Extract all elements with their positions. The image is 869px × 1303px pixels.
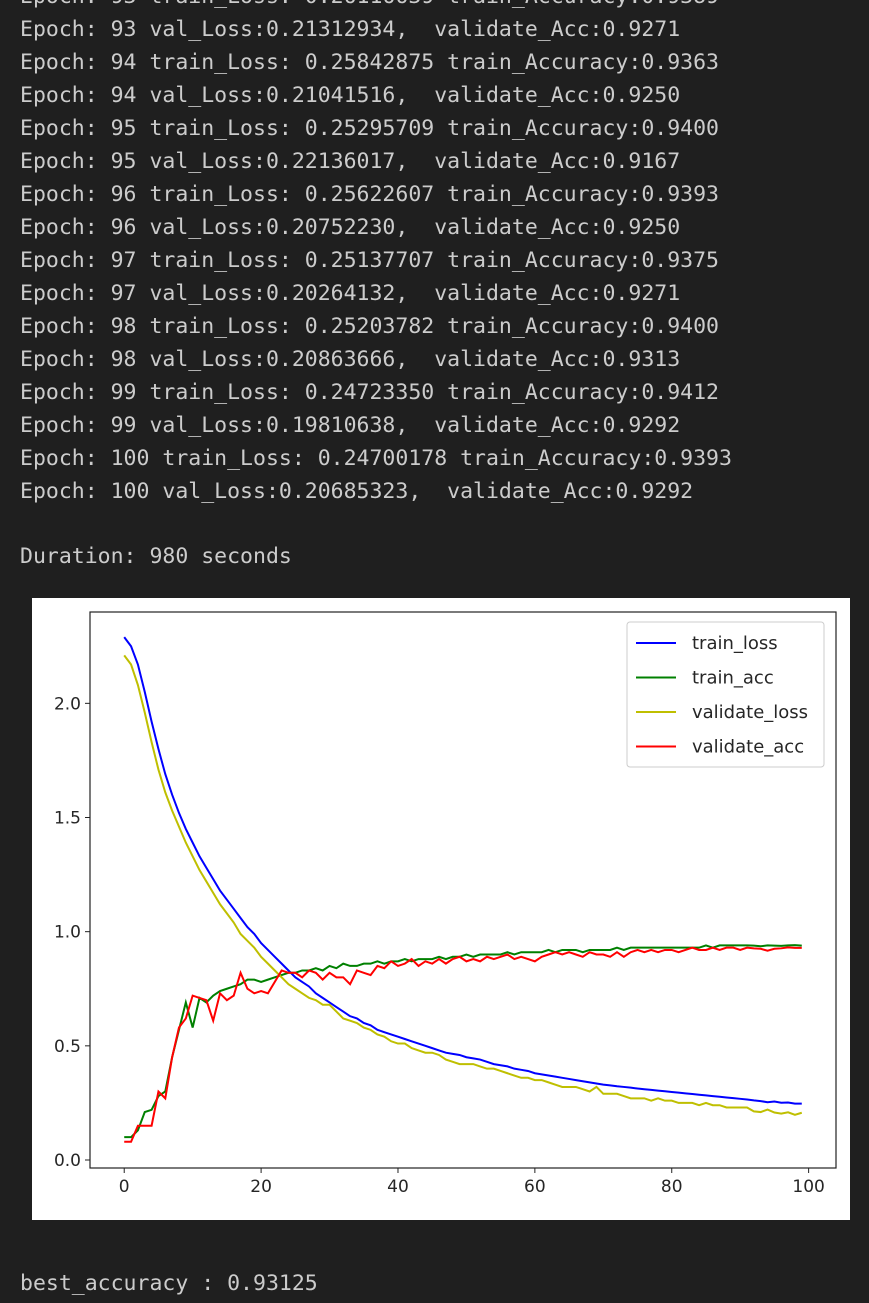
log-line: Epoch: 93 train_Loss: 0.26116639 train_A… [20, 0, 732, 13]
training-log: Epoch: 93 train_Loss: 0.26116639 train_A… [20, 0, 732, 508]
series-line-validate_acc [124, 946, 802, 1143]
legend-label: train_acc [692, 668, 774, 689]
y-tick-label: 1.0 [54, 923, 81, 943]
x-tick-label: 60 [524, 1177, 546, 1197]
y-tick-label: 1.5 [54, 809, 81, 829]
x-tick-label: 0 [119, 1177, 130, 1197]
log-line: Epoch: 94 val_Loss:0.21041516, validate_… [20, 83, 681, 108]
y-tick-label: 2.0 [54, 694, 81, 714]
log-line: Epoch: 96 train_Loss: 0.25622607 train_A… [20, 182, 719, 207]
log-line: Epoch: 97 val_Loss:0.20264132, validate_… [20, 281, 681, 306]
log-line: Epoch: 100 train_Loss: 0.24700178 train_… [20, 446, 732, 471]
legend-box [626, 621, 825, 768]
log-line: Epoch: 100 val_Loss:0.20685323, validate… [20, 479, 694, 504]
legend-label: train_loss [692, 633, 778, 654]
series-line-validate_loss [123, 654, 803, 1116]
chart-svg: 0 20 40 60 80 100 0.0 0.5 1.0 1.5 2.0 train_losstra… [54, 611, 837, 1197]
x-tick-label: 100 [792, 1177, 824, 1197]
log-line: Epoch: 93 val_Loss:0.21312934, validate_… [20, 17, 681, 42]
x-tick-label: 40 [387, 1177, 409, 1197]
y-tick-label: 0.0 [54, 1151, 81, 1171]
log-line: Epoch: 99 val_Loss:0.19810638, validate_… [20, 413, 681, 438]
log-line: Epoch: 98 train_Loss: 0.25203782 train_A… [20, 314, 719, 339]
plot-frame [89, 611, 837, 1169]
log-line: Epoch: 95 val_Loss:0.22136017, validate_… [20, 149, 681, 174]
duration-text: Duration: 980 seconds [20, 544, 292, 569]
y-tick-label: 0.5 [54, 1037, 81, 1057]
log-line: Epoch: 94 train_Loss: 0.25842875 train_A… [20, 50, 719, 75]
series-line-train_acc [124, 944, 802, 1139]
legend-label: validate_loss [692, 702, 808, 723]
log-line: Epoch: 98 val_Loss:0.20863666, validate_… [20, 347, 681, 372]
log-line: Epoch: 97 train_Loss: 0.25137707 train_A… [20, 248, 719, 273]
log-line: Epoch: 96 val_Loss:0.20752230, validate_… [20, 215, 681, 240]
log-line: Epoch: 95 train_Loss: 0.25295709 train_A… [20, 116, 719, 141]
series-line-train_loss [123, 636, 802, 1105]
x-tick-label: 80 [661, 1177, 683, 1197]
log-line: Epoch: 99 train_Loss: 0.24723350 train_A… [20, 380, 719, 405]
best-accuracy-text: best_accuracy : 0.93125 [20, 1271, 318, 1296]
x-tick-label: 20 [250, 1177, 272, 1197]
legend-label: validate_acc [692, 737, 804, 758]
